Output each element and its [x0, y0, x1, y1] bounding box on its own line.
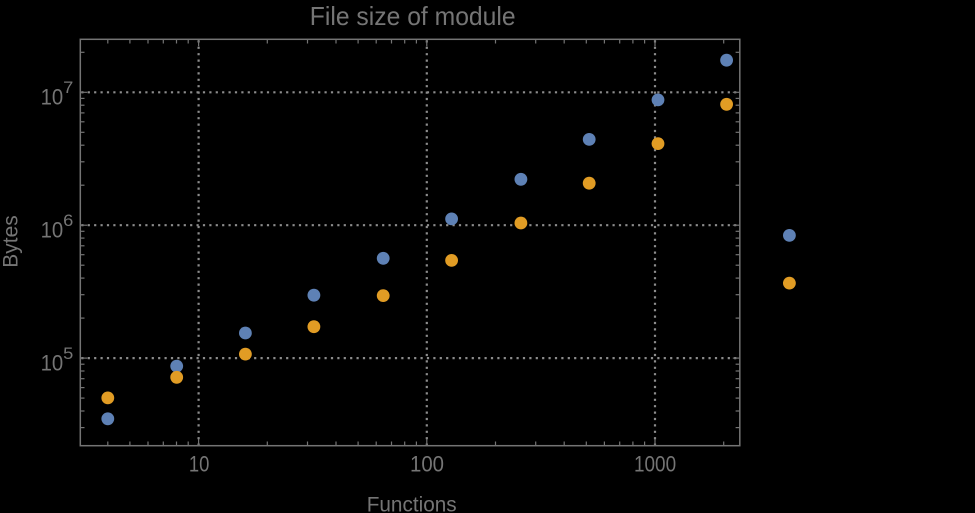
svg-text:1000: 1000	[634, 452, 676, 477]
svg-text:105: 105	[41, 345, 74, 375]
svg-text:Functions: Functions	[367, 493, 457, 513]
svg-text:10: 10	[189, 452, 210, 477]
svg-text:106: 106	[41, 212, 74, 242]
svg-text:File size of module: File size of module	[310, 3, 516, 31]
svg-text:100: 100	[410, 452, 444, 477]
svg-text:107: 107	[41, 79, 74, 109]
svg-text:Bytes: Bytes	[0, 215, 23, 267]
